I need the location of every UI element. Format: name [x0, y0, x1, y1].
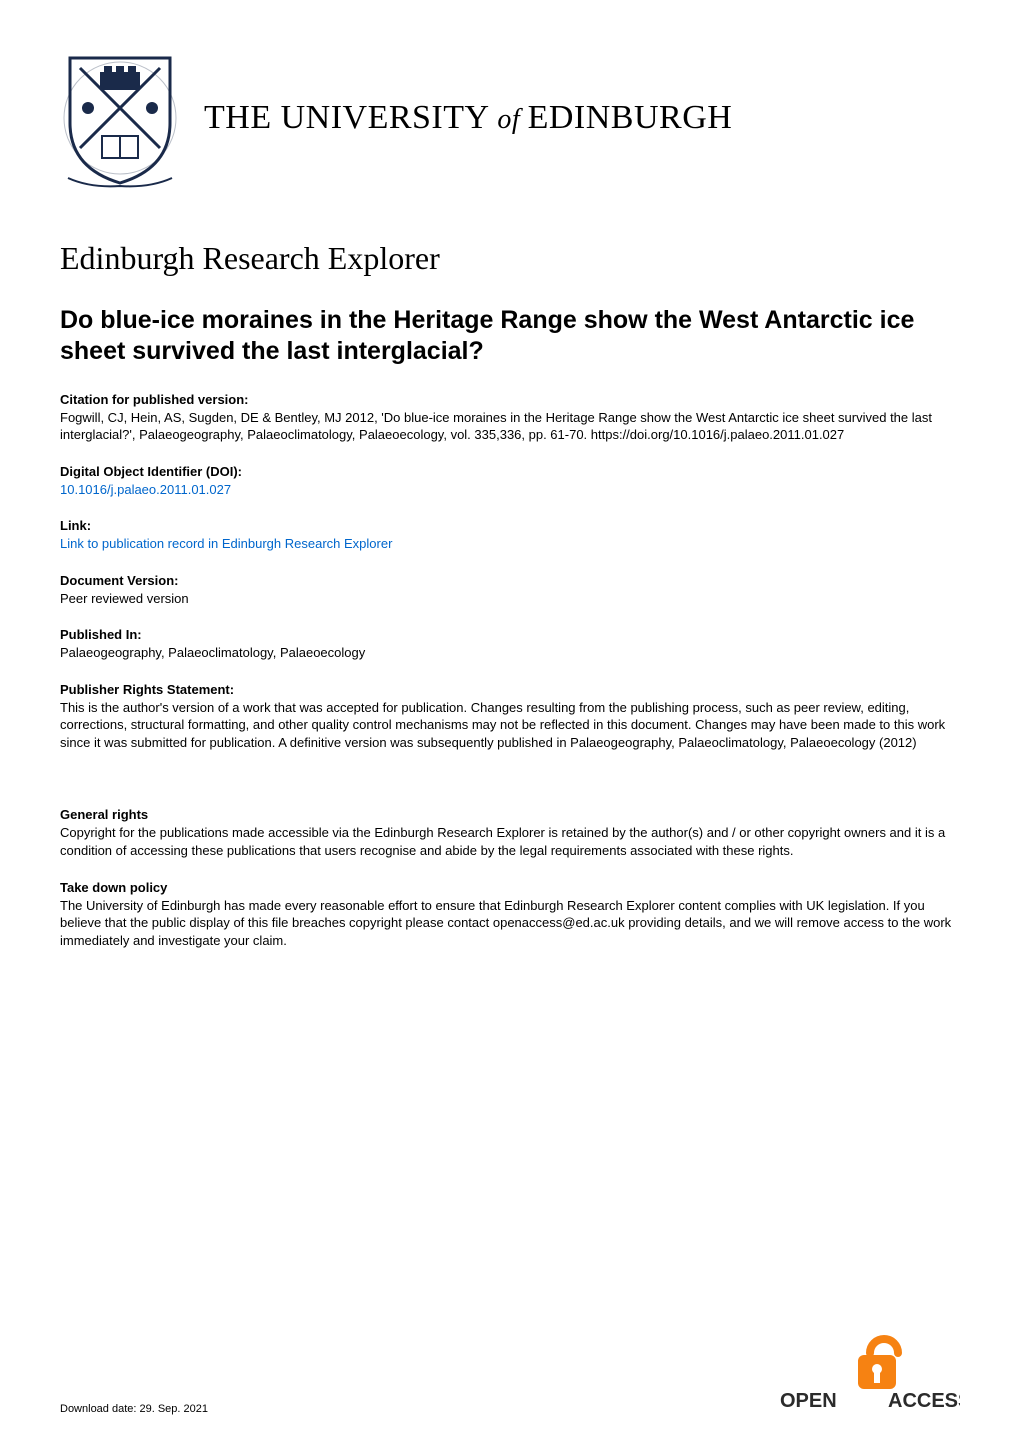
- university-name-post: EDINBURGH: [528, 99, 733, 136]
- publication-record-link[interactable]: Link to publication record in Edinburgh …: [60, 536, 392, 551]
- take-down-section: Take down policy The University of Edinb…: [60, 880, 960, 950]
- university-name: THE UNIVERSITY of EDINBURGH: [204, 99, 732, 137]
- oa-text-access: ACCESS: [888, 1390, 960, 1412]
- paper-title: Do blue-ice moraines in the Heritage Ran…: [60, 305, 960, 368]
- citation-label: Citation for published version:: [60, 392, 960, 407]
- page-cover: THE UNIVERSITY of EDINBURGH Edinburgh Re…: [0, 0, 1020, 1443]
- general-rights-section: General rights Copyright for the publica…: [60, 807, 960, 859]
- citation-body: Fogwill, CJ, Hein, AS, Sugden, DE & Bent…: [60, 409, 960, 444]
- link-label: Link:: [60, 518, 960, 533]
- publisher-rights-section: Publisher Rights Statement: This is the …: [60, 682, 960, 752]
- publisher-rights-label: Publisher Rights Statement:: [60, 682, 960, 697]
- general-rights-label: General rights: [60, 807, 960, 822]
- spacer: [60, 771, 960, 807]
- open-access-logo: OPEN ACCESS: [780, 1325, 960, 1415]
- doc-version-body: Peer reviewed version: [60, 590, 960, 608]
- footer-row: Download date: 29. Sep. 2021 OPEN ACCESS: [60, 1325, 960, 1415]
- doi-label: Digital Object Identifier (DOI):: [60, 464, 960, 479]
- take-down-body: The University of Edinburgh has made eve…: [60, 897, 960, 950]
- publisher-rights-body: This is the author's version of a work t…: [60, 699, 960, 752]
- download-date: Download date: 29. Sep. 2021: [60, 1403, 208, 1415]
- citation-section: Citation for published version: Fogwill,…: [60, 392, 960, 444]
- oa-text-open: OPEN: [780, 1390, 837, 1412]
- link-section: Link: Link to publication record in Edin…: [60, 518, 960, 553]
- published-in-body: Palaeogeography, Palaeoclimatology, Pala…: [60, 644, 960, 662]
- university-crest-icon: [60, 48, 180, 188]
- doc-version-label: Document Version:: [60, 573, 960, 588]
- university-name-of: of: [497, 104, 527, 135]
- university-name-pre: THE UNIVERSITY: [204, 99, 497, 136]
- explorer-title: Edinburgh Research Explorer: [60, 240, 960, 277]
- header-row: THE UNIVERSITY of EDINBURGH: [60, 48, 960, 188]
- doc-version-section: Document Version: Peer reviewed version: [60, 573, 960, 608]
- published-in-label: Published In:: [60, 627, 960, 642]
- published-in-section: Published In: Palaeogeography, Palaeocli…: [60, 627, 960, 662]
- general-rights-body: Copyright for the publications made acce…: [60, 824, 960, 859]
- take-down-label: Take down policy: [60, 880, 960, 895]
- doi-section: Digital Object Identifier (DOI): 10.1016…: [60, 464, 960, 499]
- doi-link[interactable]: 10.1016/j.palaeo.2011.01.027: [60, 482, 231, 497]
